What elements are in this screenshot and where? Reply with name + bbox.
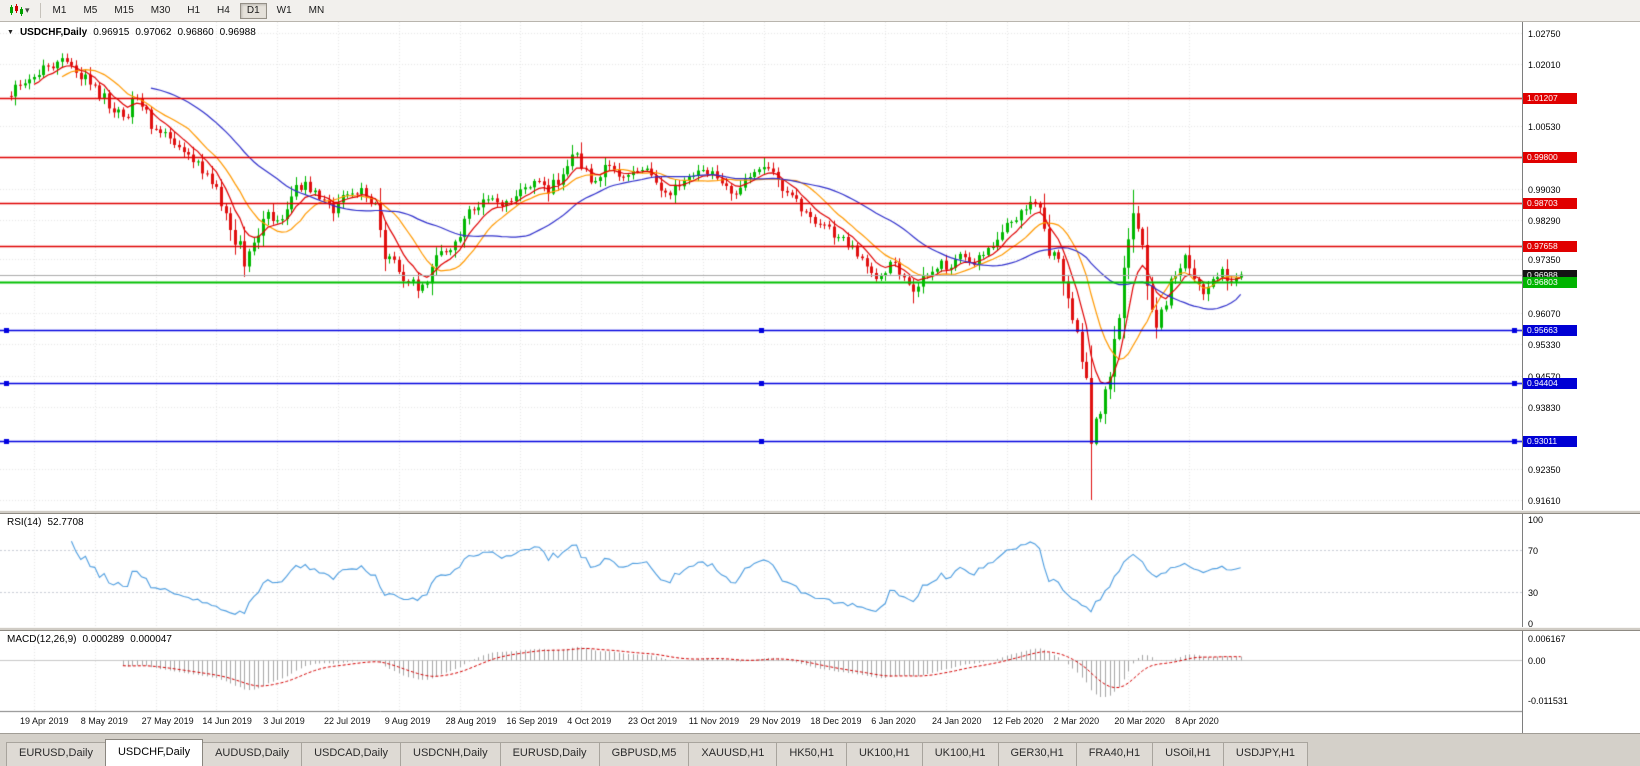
chart-tab-usdcad-daily[interactable]: USDCAD,Daily bbox=[301, 742, 402, 766]
ohlc-high: 0.97062 bbox=[135, 27, 172, 38]
timeframe-button-w1[interactable]: W1 bbox=[270, 3, 299, 19]
timeframe-button-h4[interactable]: H4 bbox=[210, 3, 237, 19]
chart-tab-audusd-daily[interactable]: AUDUSD,Daily bbox=[202, 742, 303, 766]
rsi-value: 52.7708 bbox=[47, 517, 84, 528]
chart-tab-eurusd-daily[interactable]: EURUSD,Daily bbox=[6, 742, 106, 766]
time-axis-label: 24 Jan 2020 bbox=[932, 716, 982, 726]
timeframe-button-m15[interactable]: M15 bbox=[107, 3, 140, 19]
chart-tab-usdchf-daily[interactable]: USDCHF,Daily bbox=[104, 739, 204, 766]
rsi-indicator-label: RSI(14) 52.7708 bbox=[7, 517, 84, 528]
ohlc-open: 0.96915 bbox=[93, 27, 130, 38]
timeframe-button-m5[interactable]: M5 bbox=[76, 3, 104, 19]
time-axis-label: 14 Jun 2019 bbox=[202, 716, 252, 726]
time-axis-label: 28 Aug 2019 bbox=[445, 716, 497, 726]
toolbar-divider bbox=[39, 3, 41, 18]
chart-marker-icon: ▼ bbox=[7, 29, 14, 36]
time-axis-label: 27 May 2019 bbox=[141, 716, 194, 726]
macd-name: MACD(12,26,9) bbox=[7, 634, 77, 645]
time-axis-label: 6 Jan 2020 bbox=[871, 716, 916, 726]
price-axis[interactable]: 1.02750 1.02010 1.00530 0.99030 0.98290 0.973… bbox=[1522, 22, 1640, 733]
price-badge-resistance-red: 0.99800 bbox=[1523, 151, 1577, 163]
timeframe-toolbar: ▾ M1 M5 M15 M30 H1 H4 D1 W1 MN bbox=[0, 0, 1640, 22]
price-axis-label: 1.00530 bbox=[1528, 122, 1561, 133]
price-axis-label: 0.93830 bbox=[1528, 402, 1561, 413]
time-axis-label: 4 Oct 2019 bbox=[567, 716, 612, 726]
pane-separator[interactable] bbox=[0, 627, 1640, 631]
chart-type-dropdown[interactable]: ▾ bbox=[4, 2, 35, 19]
price-chart-canvas[interactable] bbox=[0, 22, 1522, 733]
price-badge-resistance-red: 0.97658 bbox=[1523, 241, 1577, 253]
chart-ohlc-label: ▼ USDCHF,Daily 0.96915 0.97062 0.96860 0… bbox=[7, 27, 256, 38]
price-axis-label: 1.02750 bbox=[1528, 29, 1561, 39]
price-axis-label: 0.97350 bbox=[1528, 255, 1561, 266]
symbol-title: USDCHF,Daily bbox=[19, 27, 88, 38]
macd-signal-value: 0.000047 bbox=[130, 634, 172, 645]
macd-axis-label: 0.00 bbox=[1528, 656, 1546, 666]
price-badge-support-green: 0.96803 bbox=[1523, 277, 1577, 289]
timeframe-button-mn[interactable]: MN bbox=[302, 3, 332, 19]
rsi-axis-label: 70 bbox=[1528, 546, 1539, 557]
rsi-axis-label: 0 bbox=[1528, 619, 1534, 629]
chart-tab-ger30-h1[interactable]: GER30,H1 bbox=[997, 742, 1077, 766]
chart-tab-usdcnh-daily[interactable]: USDCNH,Daily bbox=[400, 742, 501, 766]
price-badge-support-blue: 0.95663 bbox=[1523, 325, 1577, 337]
ohlc-close: 0.96988 bbox=[219, 27, 256, 38]
timeframe-button-m30[interactable]: M30 bbox=[144, 3, 177, 19]
time-axis-label: 23 Oct 2019 bbox=[628, 716, 678, 726]
time-axis-label: 29 Nov 2019 bbox=[749, 716, 801, 726]
price-axis-label: 0.91610 bbox=[1528, 495, 1561, 506]
candlestick-chart-icon bbox=[10, 4, 23, 16]
macd-axis-label: 0.006167 bbox=[1528, 634, 1566, 645]
time-axis-label: 11 Nov 2019 bbox=[688, 716, 740, 726]
ohlc-low: 0.96860 bbox=[177, 27, 214, 38]
timeframe-button-h1[interactable]: H1 bbox=[180, 3, 207, 19]
timeframe-group: M1 M5 M15 M30 H1 H4 D1 W1 MN bbox=[46, 2, 332, 19]
price-badge-current-price: 0.96988 bbox=[1523, 269, 1577, 281]
price-axis-label: 0.95330 bbox=[1528, 340, 1561, 351]
chart-tabs-bar: EURUSD,Daily USDCHF,Daily AUDUSD,Daily USDC… bbox=[0, 733, 1640, 766]
price-axis-label: 1.02010 bbox=[1528, 60, 1561, 71]
chart-tab-xauusd-h1[interactable]: XAUUSD,H1 bbox=[688, 742, 778, 766]
chart-tab-uk100-h1[interactable]: UK100,H1 bbox=[845, 742, 923, 766]
price-badge-support-blue: 0.93011 bbox=[1523, 436, 1577, 448]
pane-separator[interactable] bbox=[0, 510, 1640, 514]
timeframe-button-d1[interactable]: D1 bbox=[239, 2, 267, 19]
chart-tab-gbpusd-m5[interactable]: GBPUSD,M5 bbox=[598, 742, 690, 766]
timeframe-button-m1[interactable]: M1 bbox=[46, 3, 74, 19]
time-axis-label: 20 Mar 2020 bbox=[1114, 716, 1165, 726]
macd-axis-label: -0.011531 bbox=[1528, 696, 1568, 707]
time-axis-label: 18 Dec 2019 bbox=[810, 716, 862, 726]
chart-tab-uk100-h1[interactable]: UK100,H1 bbox=[921, 742, 999, 766]
time-axis-label: 2 Mar 2020 bbox=[1053, 716, 1100, 726]
time-axis-label: 8 May 2019 bbox=[80, 716, 128, 726]
macd-main-value: 0.000289 bbox=[82, 634, 125, 645]
chart-tab-eurusd-daily[interactable]: EURUSD,Daily bbox=[499, 742, 600, 766]
time-axis-label: 16 Sep 2019 bbox=[506, 716, 558, 726]
rsi-axis-label: 100 bbox=[1528, 515, 1544, 525]
price-axis-label: 0.99030 bbox=[1528, 184, 1561, 195]
price-axis-label: 0.98290 bbox=[1528, 215, 1561, 226]
chart-area: ▼ USDCHF,Daily 0.96915 0.97062 0.96860 0… bbox=[0, 22, 1640, 733]
chart-tab-usdjpy-h1[interactable]: USDJPY,H1 bbox=[1222, 742, 1309, 766]
chevron-down-icon: ▾ bbox=[25, 5, 30, 15]
time-axis-label: 19 Apr 2019 bbox=[20, 716, 69, 726]
rsi-name: RSI(14) bbox=[7, 517, 42, 528]
time-axis-label: 8 Apr 2020 bbox=[1175, 716, 1219, 726]
price-badge-resistance-red: 0.98703 bbox=[1523, 197, 1577, 209]
time-axis-label: 12 Feb 2020 bbox=[992, 716, 1044, 726]
time-axis-label: 9 Aug 2019 bbox=[384, 716, 431, 726]
macd-indicator-label: MACD(12,26,9) 0.000289 0.000047 bbox=[7, 634, 172, 645]
price-badge-support-blue: 0.94404 bbox=[1523, 377, 1577, 389]
time-axis-label: 22 Jul 2019 bbox=[324, 716, 371, 726]
chart-tab-usoil-h1[interactable]: USOil,H1 bbox=[1152, 742, 1224, 766]
price-badge-resistance-red: 1.01207 bbox=[1523, 92, 1577, 104]
price-axis-label: 0.96070 bbox=[1528, 309, 1561, 320]
price-axis-label: 0.94570 bbox=[1528, 372, 1561, 382]
price-axis-label: 0.92350 bbox=[1528, 464, 1561, 475]
time-axis-label: 3 Jul 2019 bbox=[263, 716, 305, 726]
chart-tab-fra40-h1[interactable]: FRA40,H1 bbox=[1075, 742, 1154, 766]
chart-tab-hk50-h1[interactable]: HK50,H1 bbox=[776, 742, 847, 766]
rsi-axis-label: 30 bbox=[1528, 587, 1539, 598]
